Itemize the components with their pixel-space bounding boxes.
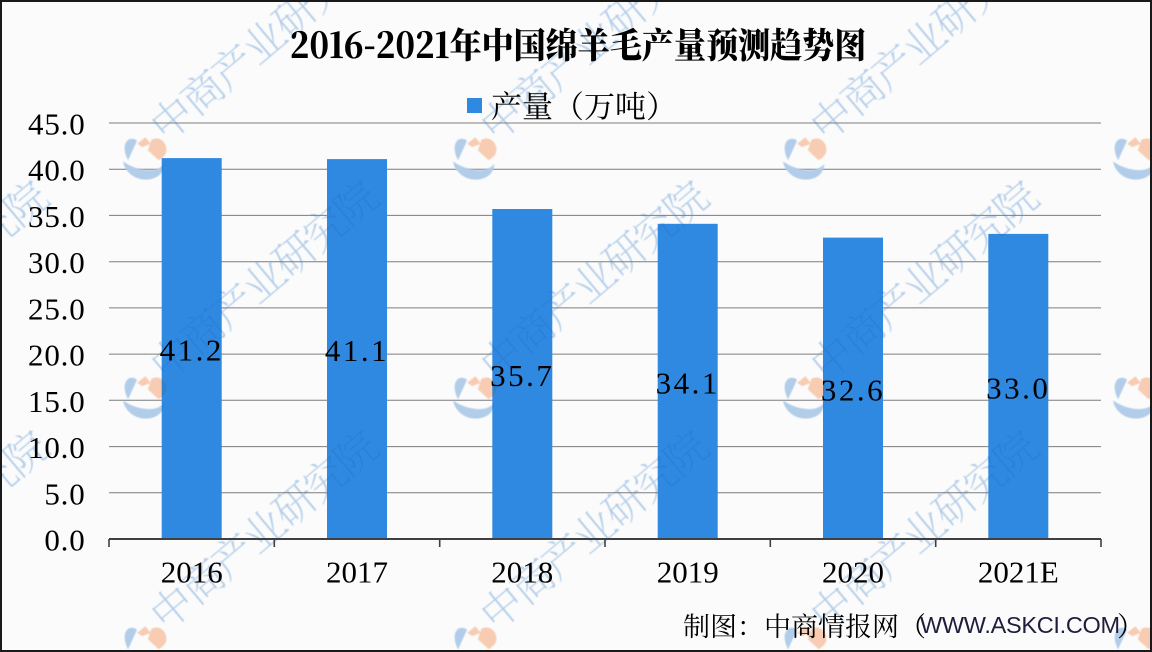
svg-text:45.0: 45.0: [28, 107, 85, 142]
svg-text:15.0: 15.0: [28, 384, 85, 419]
svg-text:41.1: 41.1: [325, 333, 389, 368]
svg-text:35.0: 35.0: [28, 199, 85, 234]
svg-text:2019: 2019: [657, 555, 719, 590]
svg-text:2017: 2017: [326, 555, 388, 590]
svg-text:5.0: 5.0: [44, 476, 85, 511]
svg-text:2018: 2018: [491, 555, 553, 590]
svg-text:2021E: 2021E: [978, 555, 1059, 590]
svg-text:33.0: 33.0: [986, 371, 1050, 406]
svg-text:20.0: 20.0: [28, 338, 85, 373]
svg-text:2020: 2020: [822, 555, 884, 590]
svg-text:2016: 2016: [161, 555, 223, 590]
svg-text:WWW.ASKCI.COM: WWW.ASKCI.COM: [920, 612, 1120, 638]
svg-text:10.0: 10.0: [28, 430, 85, 465]
svg-text:40.0: 40.0: [28, 153, 85, 188]
svg-text:30.0: 30.0: [28, 245, 85, 280]
svg-text:25.0: 25.0: [28, 291, 85, 326]
svg-text:32.6: 32.6: [821, 372, 885, 407]
svg-text:0.0: 0.0: [44, 523, 85, 558]
svg-text:35.7: 35.7: [490, 358, 554, 393]
svg-text:34.1: 34.1: [656, 365, 720, 400]
